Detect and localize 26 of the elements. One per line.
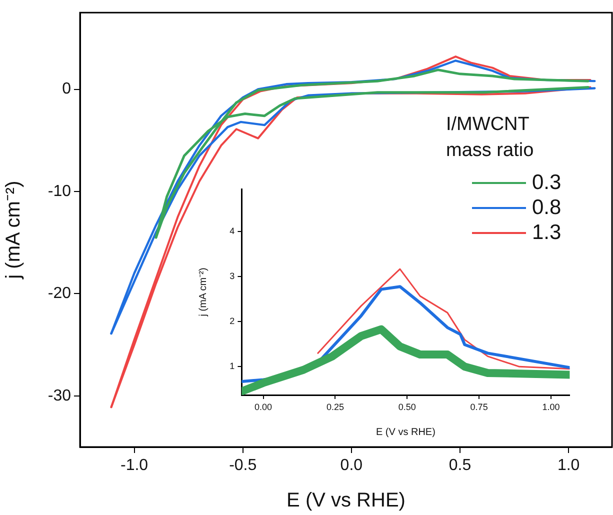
x-tick-label: 0.50	[398, 402, 416, 412]
x-axis-title: E (V vs RHE)	[376, 426, 436, 438]
legend-label: 1.3	[532, 220, 562, 244]
y-tick-label: 3	[230, 271, 235, 282]
x-tick-label: 1.00	[542, 402, 560, 412]
y-axis-title: j (mA cm⁻²)	[198, 268, 209, 318]
y-tick-label: 4	[230, 226, 235, 236]
x-tick-label: 0.75	[470, 402, 488, 412]
y-tick-label: -10	[48, 182, 72, 200]
x-tick-label: 0.00	[254, 402, 272, 412]
y-tick-label: 1	[230, 361, 235, 372]
y-tick-label: 0	[62, 80, 72, 98]
y-tick-label: -20	[48, 285, 72, 302]
x-tick-label: -1.0	[120, 457, 148, 474]
x-tick-label: -0.5	[229, 457, 257, 474]
y-tick-label: 2	[230, 316, 235, 326]
x-tick-label: 1.0	[557, 457, 580, 474]
x-axis-title: E (V vs RHE)	[286, 490, 406, 512]
legend-title: I/MWCNT mass ratio	[446, 113, 535, 163]
y-axis-title: j (mA cm⁻²)	[2, 180, 25, 280]
x-tick-label: 0.0	[340, 457, 363, 474]
legend-label: 0.3	[532, 170, 562, 194]
y-tick-label: -30	[48, 387, 72, 404]
x-tick-label: 0.5	[448, 457, 472, 474]
legend-label: 0.8	[532, 196, 562, 220]
x-tick-label: 0.25	[326, 402, 344, 412]
